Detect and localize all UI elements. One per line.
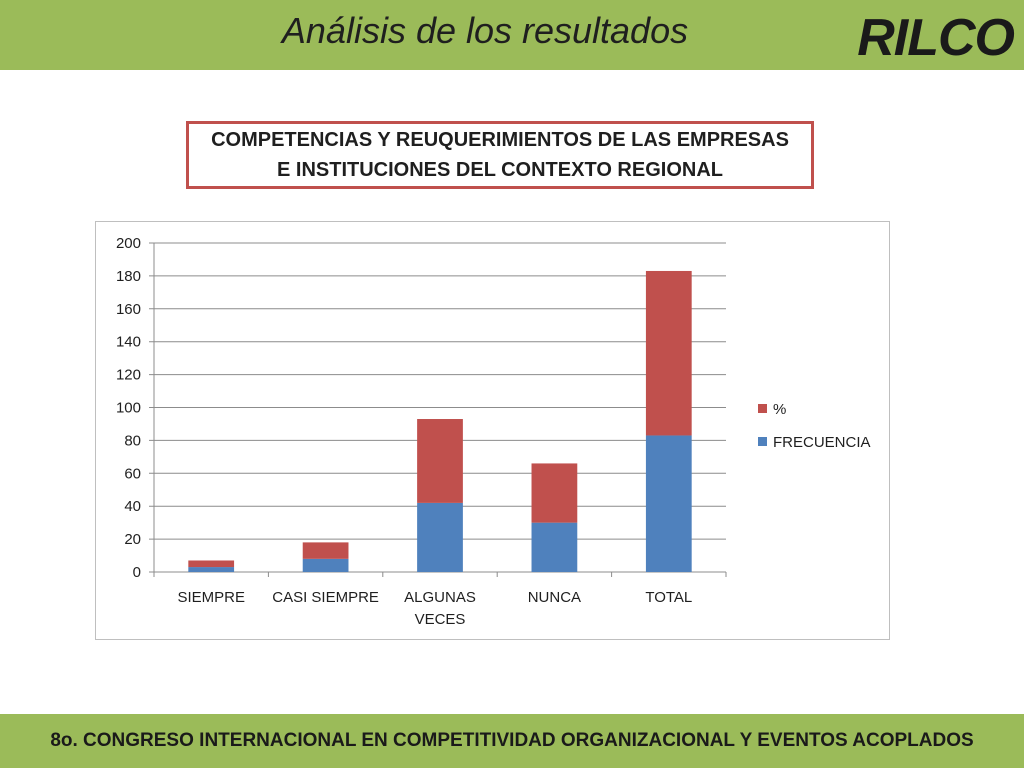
bar-percent-casi-siempre [302, 542, 349, 559]
x-category-label: SIEMPRE [177, 589, 245, 606]
x-category-label: ALGUNAS [404, 589, 476, 606]
bar-percent-algunas-veces [417, 419, 463, 503]
y-tick-label: 180 [116, 268, 141, 285]
y-tick-label: 140 [116, 334, 141, 351]
y-tick-label: 40 [124, 498, 141, 515]
y-tick-label: 20 [124, 531, 141, 548]
y-tick-label: 0 [133, 564, 141, 581]
x-category-label: CASI SIEMPRE [272, 589, 379, 606]
slide-title: Análisis de los resultados [281, 10, 689, 51]
chart-subtitle-box: COMPETENCIAS Y REUQUERIMIENTOS DE LAS EM… [186, 121, 814, 189]
header-band [0, 0, 1024, 70]
x-category-label: TOTAL [645, 589, 692, 606]
footer-text: 8o. CONGRESO INTERNACIONAL EN COMPETITIV… [50, 730, 974, 751]
bar-chart: 0 20 40 60 80 100 120 140 160 180 200 SIEMPRE CASI S… [116, 235, 871, 628]
rilco-logo: RILCO [857, 9, 1015, 67]
y-tick-label: 60 [124, 465, 141, 482]
bar-frecuencia-siempre [188, 567, 235, 572]
y-tick-label: 200 [116, 235, 141, 252]
x-category-label: NUNCA [528, 589, 581, 606]
legend-label: % [773, 401, 786, 418]
footer-band [0, 714, 1024, 768]
legend-swatch [758, 404, 767, 413]
legend-label: FRECUENCIA [773, 434, 871, 451]
subtitle-line-2: E INSTITUCIONES DEL CONTEXTO REGIONAL [277, 159, 723, 181]
bar-frecuencia-casi-siempre [302, 558, 349, 572]
subtitle-line-1: COMPETENCIAS Y REUQUERIMIENTOS DE LAS EM… [211, 129, 789, 151]
x-category-label: VECES [415, 611, 466, 628]
y-tick-label: 80 [124, 432, 141, 449]
chart-frame: 0 20 40 60 80 100 120 140 160 180 200 SIEMPRE CASI S… [95, 221, 890, 640]
y-tick-label: 100 [116, 400, 141, 417]
bar-frecuencia-nunca [531, 522, 578, 572]
y-tick-label: 120 [116, 367, 141, 384]
y-tick-label: 160 [116, 301, 141, 318]
bar-percent-total [645, 270, 692, 436]
bar-frecuencia-total [645, 435, 692, 572]
legend-swatch [758, 437, 767, 446]
bar-frecuencia-algunas-veces [417, 502, 463, 572]
bar-percent-siempre [188, 560, 235, 568]
bar-percent-nunca [531, 463, 578, 523]
